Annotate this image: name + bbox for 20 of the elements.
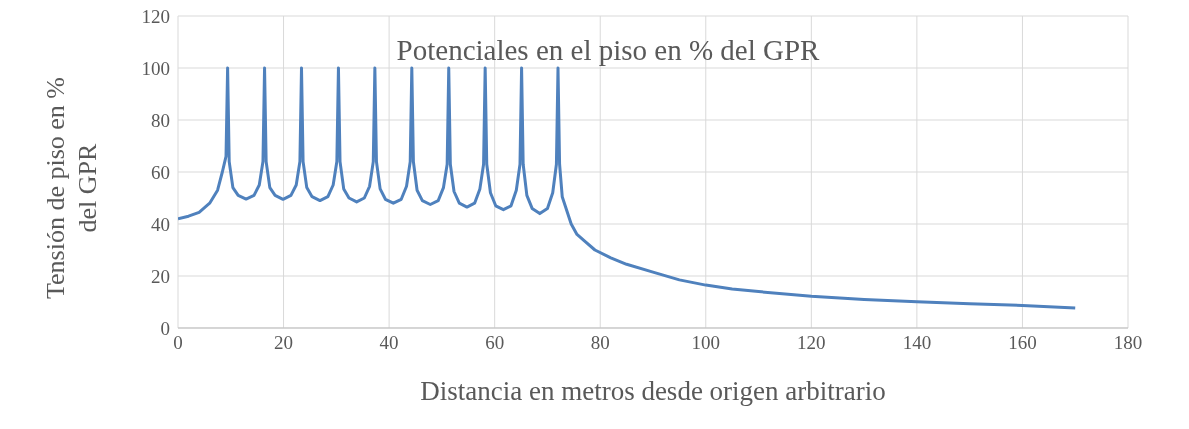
y-tick-label: 80 — [151, 109, 170, 131]
x-tick-label: 20 — [274, 332, 294, 354]
x-tick-label: 80 — [590, 332, 610, 354]
x-tick-label: 180 — [1113, 332, 1143, 354]
x-tick-label: 140 — [902, 332, 932, 354]
x-tick-label: 100 — [691, 332, 721, 354]
x-tick-label: 40 — [379, 332, 399, 354]
y-axis-title: Tensión de piso en % del GPR — [41, 76, 102, 300]
y-tick-label: 120 — [141, 5, 170, 27]
y-tick-label: 60 — [151, 161, 170, 183]
line-series — [178, 66, 1077, 310]
y-tick-label: 20 — [151, 265, 170, 287]
x-tick-label: 60 — [485, 332, 505, 354]
x-axis-title: Distancia en metros desde origen arbitrario — [420, 376, 886, 406]
y-tick-label: 0 — [160, 317, 170, 339]
y-tick-label: 40 — [151, 213, 170, 235]
x-tick-label: 160 — [1008, 332, 1037, 354]
y-tick-label: 100 — [141, 57, 170, 79]
text: Potenciales en el piso en % del GPR — [396, 34, 821, 66]
x-tick-label: 120 — [797, 332, 826, 354]
